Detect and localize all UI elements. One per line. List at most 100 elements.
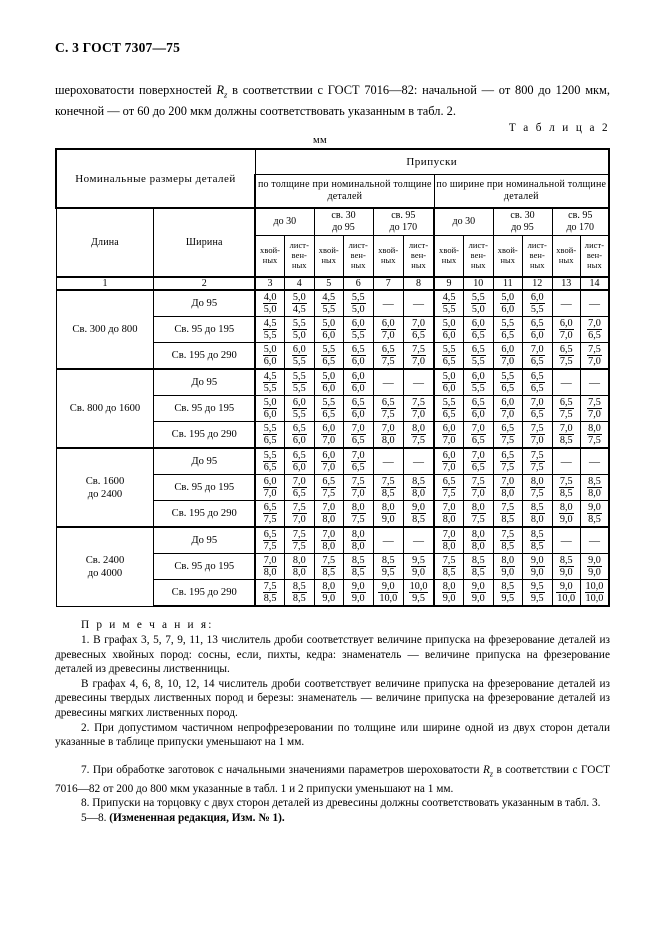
- cell-col-5: 7,5 8,5: [313, 553, 345, 581]
- empty-dash: —: [560, 534, 572, 547]
- fraction: 5,5 6,5: [262, 423, 278, 446]
- fraction: 8,5 8,5: [470, 555, 486, 578]
- fraction-denominator: 5,5: [263, 330, 277, 342]
- fraction-numerator: 6,0: [470, 318, 486, 331]
- cell-col-8: —: [403, 526, 435, 555]
- fraction-numerator: 7,5: [350, 476, 366, 489]
- fraction-numerator: 8,0: [500, 555, 516, 568]
- fraction: 7,5 7,0: [350, 476, 366, 499]
- cell-col-6: 9,0 9,0: [343, 579, 374, 608]
- fraction: 6,0 7,0: [558, 318, 574, 341]
- fraction: 8,0 7,5: [587, 423, 602, 446]
- fraction-numerator: 5,0: [500, 292, 516, 305]
- cell-col-7: —: [372, 447, 405, 476]
- cell-col-4: 7,5 7,0: [284, 500, 315, 528]
- row-label-width: Св. 95 до 195: [153, 553, 256, 581]
- cell-col-4: 6,0 5,5: [284, 342, 315, 370]
- table-row: Св. 95 до 195 5,0 6,0 6,0 5,5 5,5 6,5 6,5 6,0 6,5…: [56, 395, 610, 423]
- fraction: 7,5 8,5: [380, 476, 396, 499]
- cell-col-5: 8,0 9,0: [313, 579, 345, 608]
- table-row: Св. 195 до 290 5,0 6,0 6,0 5,5 5,5 6,5 6,5 6,0 6,…: [56, 342, 610, 370]
- cell-col-5: 7,0 8,0: [313, 500, 345, 528]
- cell-col-6: 6,5 6,0: [343, 395, 374, 423]
- fraction-denominator: 8,5: [292, 593, 306, 605]
- fraction: 7,0 6,5: [470, 423, 486, 446]
- fraction: 7,0 8,0: [441, 529, 457, 552]
- fraction: 6,0 5,5: [529, 292, 545, 315]
- fraction: 6,5 7,5: [500, 423, 516, 447]
- th-range-w-0: до 30: [433, 207, 494, 237]
- fraction-denominator: 7,0: [263, 488, 277, 500]
- fraction-denominator: 6,5: [351, 462, 365, 474]
- fraction-denominator: 8,5: [530, 541, 544, 553]
- fraction: 8,0 8,0: [470, 529, 486, 552]
- notes-title: П р и м е ч а н и я:: [81, 619, 214, 632]
- cell-col-7: 6,5 7,5: [372, 395, 405, 423]
- fraction: 6,5 7,5: [380, 344, 396, 367]
- fraction-denominator: 7,5: [559, 356, 573, 368]
- fraction: 8,5 8,0: [587, 476, 602, 499]
- fraction-numerator: 8,5: [470, 555, 486, 568]
- fraction: 7,5 7,0: [291, 502, 307, 525]
- fraction-numerator: 6,0: [321, 450, 337, 463]
- col-number-10: 10: [463, 276, 494, 292]
- fraction: 4,5 5,5: [321, 292, 337, 315]
- cell-col-13: —: [551, 447, 581, 476]
- col-number-14: 14: [579, 276, 610, 292]
- empty-dash: —: [382, 534, 394, 547]
- fraction: 4,5 5,5: [262, 371, 278, 394]
- cell-col-11: 6,0 7,0: [492, 395, 524, 423]
- fraction-denominator: 8,0: [588, 488, 601, 500]
- cell-col-12: 9,0 9,0: [522, 553, 553, 581]
- fraction-numerator: 6,0: [441, 450, 457, 463]
- cell-col-4: 7,0 6,5: [284, 474, 315, 502]
- cell-col-7: 6,5 7,5: [372, 342, 405, 370]
- cell-col-8: —: [403, 368, 435, 397]
- fraction: 8,0 8,0: [291, 555, 307, 578]
- cell-col-6: 7,5 7,0: [343, 474, 374, 502]
- fraction-numerator: 6,5: [262, 529, 278, 542]
- row-label-length: Св. 2400 до 4000: [55, 526, 155, 607]
- empty-dash: —: [560, 376, 572, 389]
- fraction-denominator: 9,0: [559, 567, 573, 579]
- cell-col-4: 5,5 5,0: [284, 316, 315, 344]
- cell-col-11: 7,5 8,5: [492, 500, 524, 528]
- cell-col-12: 6,0 5,5: [522, 289, 553, 318]
- cell-col-6: 8,5 8,5: [343, 553, 374, 581]
- col-number-6: 6: [343, 276, 374, 292]
- intro-line2: конечной — от 60 до 200 мкм должны соотв…: [55, 103, 456, 118]
- cell-col-14: 7,5 7,0: [579, 342, 610, 370]
- fraction: 6,5 7,5: [321, 476, 337, 499]
- cell-col-3: 5,5 6,5: [254, 421, 286, 449]
- fraction-numerator: 8,0: [558, 502, 574, 515]
- fraction-denominator: 6,5: [471, 462, 485, 474]
- th-by-thickness: по толщине при номинальной толщине детал…: [254, 174, 435, 209]
- cell-col-5: 4,5 5,5: [313, 289, 345, 318]
- table-row: Св. 1600 до 2400 До 95 5,5 6,5 6,5 6,0 6,0 7,0 7,…: [55, 447, 610, 528]
- fraction-numerator: 7,5: [380, 476, 396, 489]
- fraction-denominator: 6,0: [442, 330, 456, 342]
- fraction-numerator: 5,5: [291, 318, 307, 331]
- cell-col-12: 7,5 7,5: [522, 447, 553, 476]
- fraction-numerator: 7,5: [500, 502, 516, 515]
- cell-col-8: 9,0 8,5: [403, 500, 435, 528]
- fraction-denominator: 7,5: [501, 435, 515, 447]
- fraction-numerator: 5,0: [441, 371, 457, 384]
- fraction-numerator: 7,0: [411, 318, 426, 331]
- col-number-5: 5: [313, 276, 345, 292]
- th-species-5: хвой-ных: [313, 235, 345, 278]
- fraction: 6,5 7,5: [500, 450, 516, 473]
- notes-spacer: [55, 750, 610, 763]
- fraction-denominator: 5,0: [292, 330, 306, 342]
- notes-section: П р и м е ч а н и я: 1. В графах 3, 5, 7…: [55, 618, 610, 825]
- cell-col-9: 6,0 7,0: [433, 421, 465, 449]
- row-label-width: До 95: [153, 368, 256, 397]
- th-range-w-1: св. 30 до 95: [492, 207, 553, 237]
- cell-col-11: 5,5 6,5: [492, 368, 524, 397]
- cell-col-4: 7,5 7,5: [284, 526, 315, 555]
- fraction-denominator: 6,0: [351, 383, 365, 395]
- cell-col-4: 8,0 8,0: [284, 553, 315, 581]
- table-caption: Т а б л и ц а 2: [508, 122, 610, 135]
- fraction: 6,5 7,5: [558, 344, 574, 368]
- cell-col-12: 7,0 6,5: [522, 342, 553, 370]
